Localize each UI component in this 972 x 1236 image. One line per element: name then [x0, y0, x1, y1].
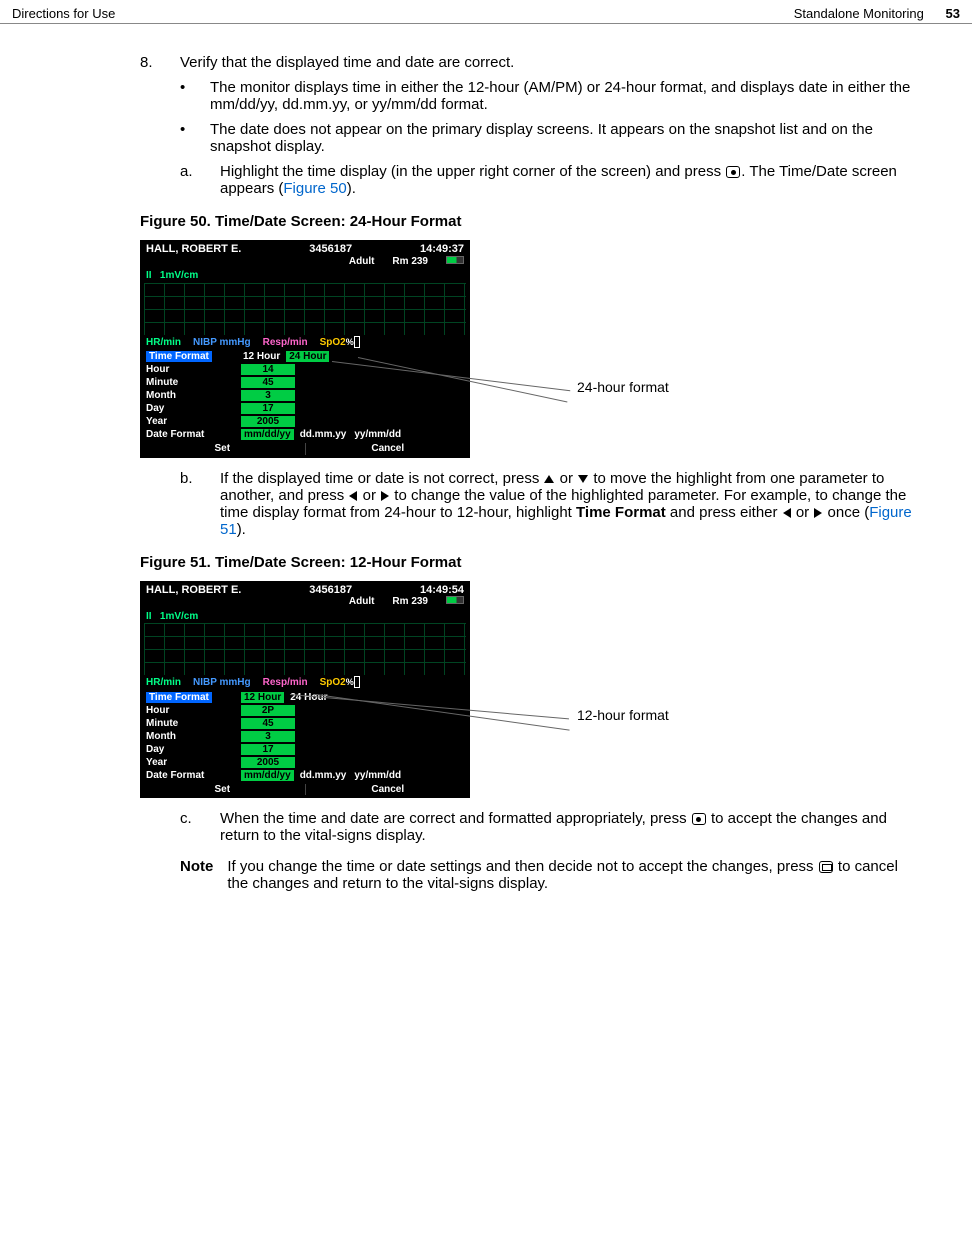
set-button[interactable]: Set: [140, 784, 305, 796]
page-header: Directions for Use Standalone Monitoring…: [0, 0, 972, 24]
time-format-field[interactable]: Time Format: [146, 692, 212, 703]
ecg-waveform: [144, 623, 466, 675]
figure-51-title: Figure 51. Time/Date Screen: 12-Hour For…: [140, 554, 922, 571]
note: Note If you change the time or date sett…: [140, 858, 922, 892]
right-arrow-icon: [814, 508, 822, 518]
substep-a: a. Highlight the time display (in the up…: [180, 163, 922, 197]
header-mid: Standalone Monitoring: [794, 6, 924, 21]
bullet-2: • The date does not appear on the primar…: [180, 121, 922, 155]
right-arrow-icon: [381, 491, 389, 501]
down-arrow-icon: [578, 475, 588, 483]
figure-50: HALL, ROBERT E. 3456187 14:49:37 Adult R…: [140, 240, 922, 458]
cancel-button[interactable]: Cancel: [305, 784, 471, 796]
figure-50-title: Figure 50. Time/Date Screen: 24-Hour For…: [140, 213, 922, 230]
content: 8. Verify that the displayed time and da…: [0, 24, 972, 912]
left-arrow-icon: [783, 508, 791, 518]
select-button-icon: [726, 166, 740, 178]
monitor-screen-24h: HALL, ROBERT E. 3456187 14:49:37 Adult R…: [140, 240, 470, 458]
callout-12-hour: 12-hour format: [577, 707, 669, 723]
monitor-screen-12h: HALL, ROBERT E. 3456187 14:49:54 Adult R…: [140, 581, 470, 799]
substep-b: b. If the displayed time or date is not …: [180, 470, 922, 538]
24-hour-option[interactable]: 24 Hour: [286, 351, 329, 363]
cancel-button[interactable]: Cancel: [305, 443, 471, 455]
battery-icon: [446, 256, 464, 264]
ecg-waveform: [144, 283, 466, 335]
up-arrow-icon: [544, 475, 554, 483]
callout-24-hour: 24-hour format: [577, 379, 669, 395]
figure-50-link[interactable]: Figure 50: [283, 180, 346, 197]
left-arrow-icon: [349, 491, 357, 501]
step-number: 8.: [140, 54, 180, 71]
header-left: Directions for Use: [12, 6, 115, 21]
substep-c: c. When the time and date are correct an…: [180, 810, 922, 844]
bullet-1: • The monitor displays time in either th…: [180, 79, 922, 113]
display-button-icon: [819, 861, 833, 873]
figure-51: HALL, ROBERT E. 3456187 14:49:54 Adult R…: [140, 581, 922, 799]
step-body: Verify that the displayed time and date …: [180, 54, 922, 71]
page-number: 53: [946, 6, 960, 21]
time-format-field[interactable]: Time Format: [146, 351, 212, 362]
select-button-icon: [692, 813, 706, 825]
set-button[interactable]: Set: [140, 443, 305, 455]
step-8: 8. Verify that the displayed time and da…: [140, 54, 922, 71]
12-hour-option[interactable]: 12 Hour: [241, 692, 284, 704]
battery-icon: [446, 596, 464, 604]
